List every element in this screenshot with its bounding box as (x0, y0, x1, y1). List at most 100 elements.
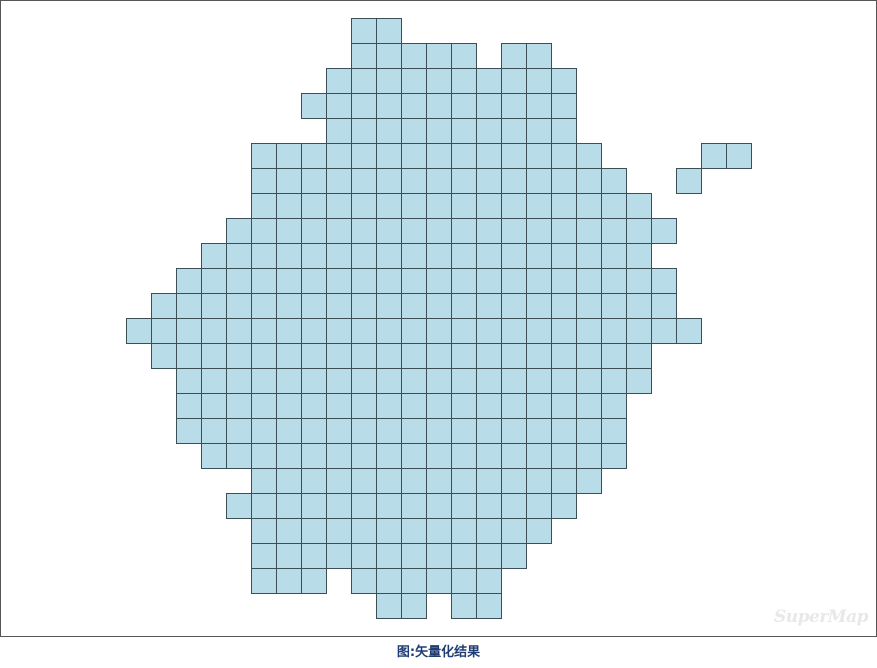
figure-caption: 图:矢量化结果 (396, 645, 481, 660)
grid-cell (376, 468, 402, 494)
grid-cell (576, 218, 602, 244)
grid-cell (351, 493, 377, 519)
grid-cell (276, 293, 302, 319)
grid-cell (551, 268, 577, 294)
grid-cell (351, 68, 377, 94)
grid-cell (626, 193, 652, 219)
grid-cell (201, 243, 227, 269)
grid-cell (451, 293, 477, 319)
grid-cell (501, 143, 527, 169)
grid-cell (451, 468, 477, 494)
grid-cell (376, 318, 402, 344)
grid-cell (476, 193, 502, 219)
grid-cell (426, 243, 452, 269)
grid-cell (501, 518, 527, 544)
grid-cell (476, 443, 502, 469)
grid-cell (376, 293, 402, 319)
grid-cell (426, 518, 452, 544)
grid-cell (601, 168, 627, 194)
grid-cell (401, 168, 427, 194)
grid-cell (426, 443, 452, 469)
grid-cell (626, 218, 652, 244)
grid-cell (351, 393, 377, 419)
grid-cell (326, 343, 352, 369)
grid-cell (526, 93, 552, 119)
grid-cell (551, 243, 577, 269)
grid-cell (451, 68, 477, 94)
grid-cell (551, 118, 577, 144)
grid-cell (351, 168, 377, 194)
grid-cell (276, 443, 302, 469)
grid-cell (576, 343, 602, 369)
grid-cell (201, 293, 227, 319)
grid-cell (401, 193, 427, 219)
grid-cell (251, 293, 277, 319)
grid-cell (451, 368, 477, 394)
grid-cell (126, 318, 152, 344)
grid-cell (251, 218, 277, 244)
grid-cell (551, 393, 577, 419)
grid-cell (451, 543, 477, 569)
grid-cell (351, 243, 377, 269)
grid-cell (601, 243, 627, 269)
grid-cell (501, 218, 527, 244)
grid-cell (551, 468, 577, 494)
grid-cell (276, 493, 302, 519)
grid-cell (226, 293, 252, 319)
grid-cell (201, 418, 227, 444)
grid-cell (276, 168, 302, 194)
grid-cell (351, 193, 377, 219)
grid-cell (401, 393, 427, 419)
map-frame: SuperMap (0, 0, 877, 637)
grid-cell (526, 43, 552, 69)
grid-cell (476, 468, 502, 494)
grid-cell (201, 318, 227, 344)
grid-cell (626, 268, 652, 294)
grid-cell (601, 418, 627, 444)
grid-cell (526, 243, 552, 269)
grid-cell (401, 218, 427, 244)
grid-cell (351, 268, 377, 294)
grid-cell (201, 393, 227, 419)
grid-cell (351, 343, 377, 369)
grid-cell (451, 568, 477, 594)
grid-cell (451, 493, 477, 519)
grid-cell (476, 68, 502, 94)
grid-cell (501, 393, 527, 419)
grid-cell (326, 543, 352, 569)
grid-cell (351, 18, 377, 44)
grid-cell (551, 293, 577, 319)
grid-cell (526, 518, 552, 544)
grid-cell (451, 318, 477, 344)
grid-cell (376, 143, 402, 169)
grid-cell (251, 268, 277, 294)
grid-cell (476, 518, 502, 544)
grid-cell (176, 293, 202, 319)
grid-cell (276, 518, 302, 544)
grid-cell (326, 518, 352, 544)
grid-cell (651, 293, 677, 319)
grid-cell (501, 443, 527, 469)
grid-cell (276, 568, 302, 594)
grid-cell (526, 143, 552, 169)
grid-cell (451, 268, 477, 294)
grid-cell (601, 393, 627, 419)
grid-cell (426, 343, 452, 369)
grid-cell (326, 68, 352, 94)
grid-cell (176, 268, 202, 294)
grid-cell (226, 393, 252, 419)
grid-cell (376, 518, 402, 544)
grid-cell (576, 418, 602, 444)
grid-cell (251, 543, 277, 569)
grid-cell (251, 393, 277, 419)
grid-cell (376, 443, 402, 469)
grid-cell (501, 68, 527, 94)
grid-cell (301, 268, 327, 294)
grid-cell (376, 218, 402, 244)
grid-cell (201, 343, 227, 369)
grid-cell (401, 143, 427, 169)
grid-cell (401, 243, 427, 269)
grid-cell (401, 493, 427, 519)
grid-cell (526, 418, 552, 444)
grid-cell (626, 368, 652, 394)
